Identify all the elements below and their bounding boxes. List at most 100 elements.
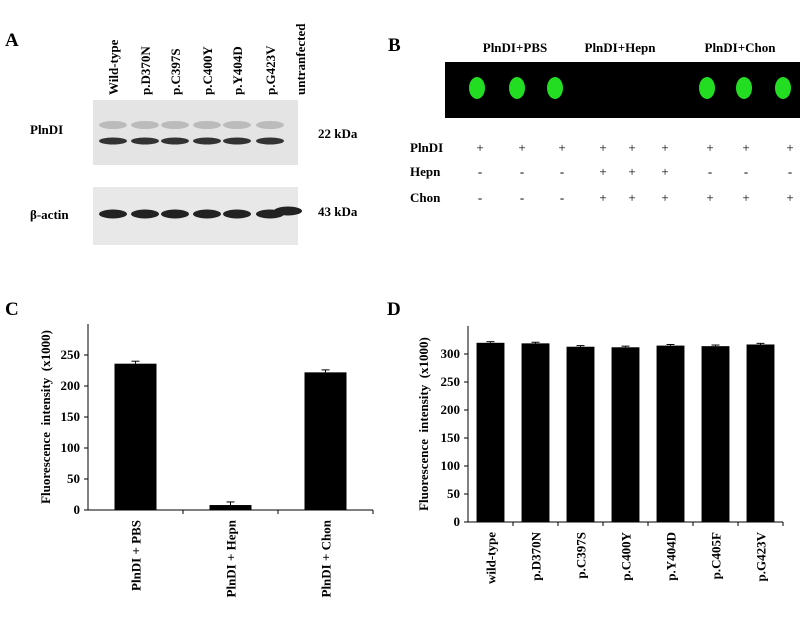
cell: + xyxy=(706,190,713,205)
cell: + xyxy=(742,190,749,205)
y-tick-label: 100 xyxy=(441,458,461,473)
panel-label: D xyxy=(387,299,401,320)
panel-label: C xyxy=(5,299,19,320)
band xyxy=(223,137,251,145)
x-tick-label: p.D370N xyxy=(529,531,544,580)
x-tick-label: p.C400Y xyxy=(619,531,634,580)
cell: - xyxy=(478,164,482,179)
y-tick-label: 50 xyxy=(67,471,80,486)
cell: - xyxy=(520,190,524,205)
band xyxy=(161,137,189,145)
x-tick-label: PlnDI + PBS xyxy=(129,520,144,591)
cell: + xyxy=(742,140,749,155)
y-tick-label: 300 xyxy=(441,346,461,361)
cell: - xyxy=(560,164,564,179)
x-tick-label: p.G423V xyxy=(754,531,769,581)
cell: + xyxy=(599,190,606,205)
bar xyxy=(304,372,347,510)
panel-label: B xyxy=(388,35,401,56)
cell: + xyxy=(628,140,635,155)
panel-label: A xyxy=(5,30,19,51)
band xyxy=(193,137,221,145)
y-axis-label: Fluorescence intensity (x1000) xyxy=(38,330,53,504)
cell: + xyxy=(476,140,483,155)
band xyxy=(256,137,284,145)
band xyxy=(99,209,127,219)
bar xyxy=(746,344,775,522)
y-tick-label: 50 xyxy=(447,486,460,501)
dot xyxy=(699,77,715,99)
size-label: 43 kDa xyxy=(318,204,358,219)
lane-label: p.G423V xyxy=(263,45,278,95)
cell: - xyxy=(520,164,524,179)
row-label: PlnDI xyxy=(410,140,443,155)
x-tick-label: p.C397S xyxy=(574,532,589,579)
bar xyxy=(566,346,595,522)
x-tick-label: p.C405F xyxy=(709,532,724,579)
row-label: Hepn xyxy=(410,164,441,179)
lane-label: untranfected xyxy=(293,23,308,95)
cell: + xyxy=(518,140,525,155)
lane-label: p.C397S xyxy=(168,48,183,95)
band xyxy=(274,206,302,216)
blot-top xyxy=(93,100,298,165)
lane-label: p.Y404D xyxy=(230,46,245,95)
y-axis-label: Fluorescence intensity (x1000) xyxy=(416,337,431,511)
band xyxy=(161,121,189,129)
cell: + xyxy=(786,140,793,155)
y-tick-label: 250 xyxy=(441,374,461,389)
cell: - xyxy=(560,190,564,205)
bar xyxy=(209,505,252,510)
bar xyxy=(114,363,157,510)
dot xyxy=(775,77,791,99)
cell: + xyxy=(661,164,668,179)
x-tick-label: PlnDI + Chon xyxy=(319,519,334,597)
y-tick-label: 200 xyxy=(61,378,81,393)
x-tick-label: wild-type xyxy=(484,532,499,584)
cell: + xyxy=(628,164,635,179)
lane-label: p.C400Y xyxy=(200,46,215,95)
bar xyxy=(611,347,640,522)
cell: + xyxy=(706,140,713,155)
band xyxy=(223,209,251,219)
row-label: PlnDI xyxy=(30,122,63,137)
cell: + xyxy=(661,140,668,155)
band xyxy=(193,209,221,219)
y-tick-label: 150 xyxy=(61,409,81,424)
band xyxy=(256,121,284,129)
cell: - xyxy=(478,190,482,205)
cell: - xyxy=(788,164,792,179)
bar xyxy=(656,345,685,522)
cell: + xyxy=(786,190,793,205)
bar xyxy=(701,346,730,522)
band xyxy=(99,121,127,129)
cell: - xyxy=(744,164,748,179)
lane-label: p.D370N xyxy=(138,46,153,95)
dot xyxy=(509,77,525,99)
dot xyxy=(736,77,752,99)
band xyxy=(131,121,159,129)
y-tick-label: 250 xyxy=(61,347,81,362)
x-tick-label: PlnDI + Hepn xyxy=(224,519,239,597)
lane-label: Wild-type xyxy=(106,39,121,95)
band xyxy=(131,209,159,219)
band xyxy=(161,209,189,219)
bar xyxy=(476,342,505,522)
cell: - xyxy=(708,164,712,179)
y-tick-label: 0 xyxy=(454,514,461,529)
bar xyxy=(521,343,550,522)
cell: + xyxy=(558,140,565,155)
y-tick-label: 200 xyxy=(441,402,461,417)
cell: + xyxy=(599,140,606,155)
row-label: β-actin xyxy=(30,207,69,222)
band xyxy=(223,121,251,129)
y-tick-label: 0 xyxy=(74,502,81,517)
y-tick-label: 100 xyxy=(61,440,81,455)
x-tick-label: p.Y404D xyxy=(664,532,679,581)
dot xyxy=(469,77,485,99)
group-label: PlnDI+Chon xyxy=(705,40,777,55)
group-label: PlnDI+Hepn xyxy=(585,40,657,55)
cell: + xyxy=(599,164,606,179)
cell: + xyxy=(628,190,635,205)
